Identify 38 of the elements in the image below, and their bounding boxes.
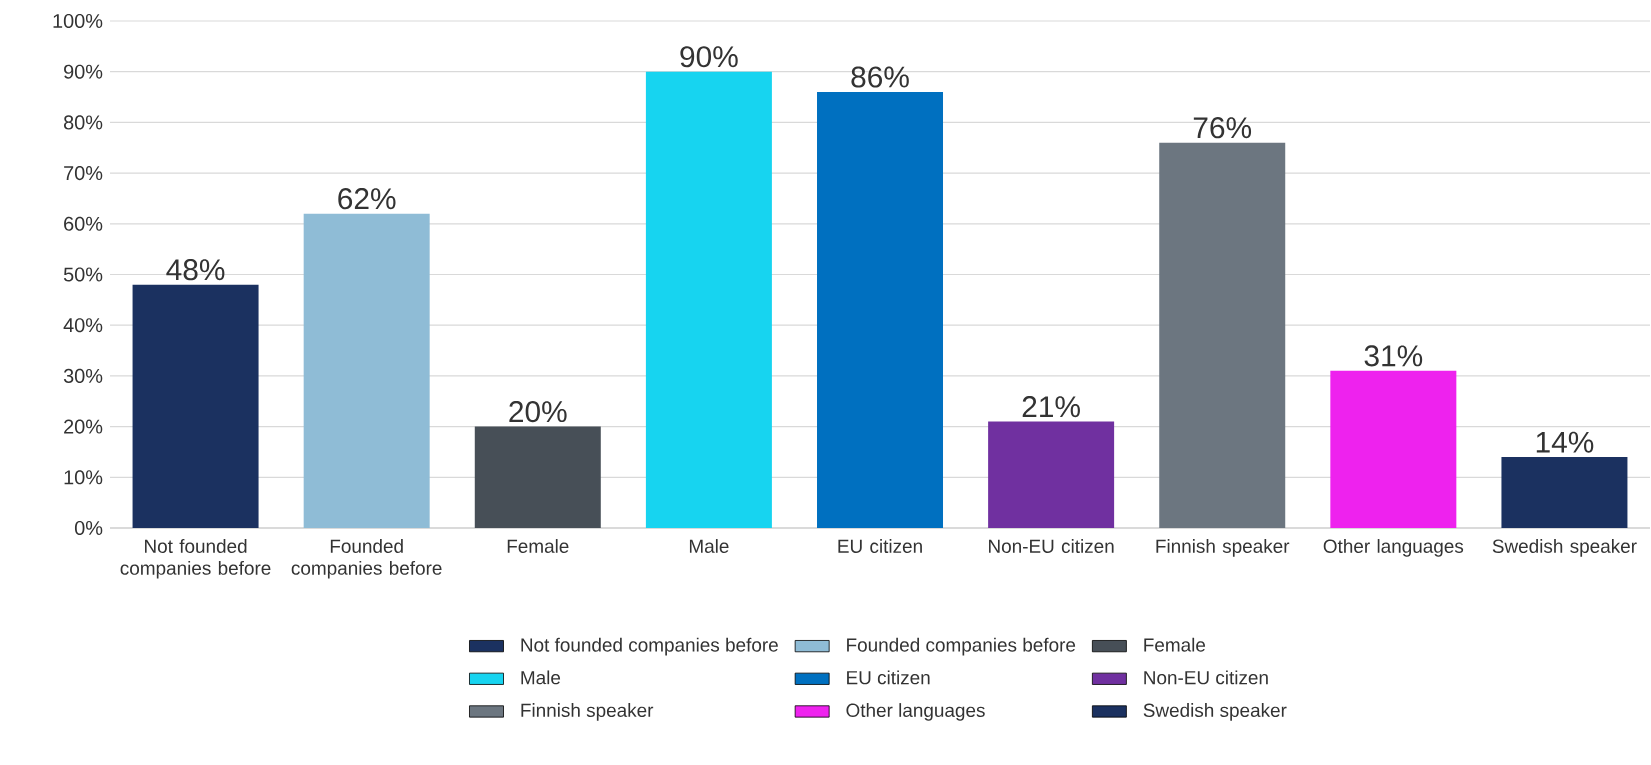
y-tick-label: 20%: [64, 419, 103, 434]
data-label: 20%: [509, 401, 567, 423]
legend-label: Female: [1144, 637, 1206, 652]
x-tick-label: Other languages: [1323, 539, 1464, 557]
data-label: 21%: [1022, 396, 1080, 418]
x-tick-label: Swedish speaker: [1492, 539, 1637, 557]
legend-label: Founded companies before: [847, 637, 1076, 656]
y-tick-label: 0%: [74, 520, 103, 536]
legend-label: Not founded companies before: [521, 637, 778, 656]
y-tick-label: 70%: [64, 166, 103, 181]
data-label: 31%: [1364, 345, 1423, 367]
legend-label: Swedish speaker: [1143, 703, 1287, 721]
y-tick-label: 30%: [63, 368, 103, 383]
x-tick-label: Not founded companies before: [120, 539, 271, 579]
data-label: 48%: [166, 259, 225, 281]
x-tick-label: Female: [507, 539, 569, 553]
x-tick-label: Male: [689, 539, 729, 553]
legend-label: EU citizen: [847, 670, 930, 685]
data-label: 90%: [680, 46, 738, 68]
legend-label: Male: [521, 670, 561, 685]
y-tick-label: 10%: [64, 470, 103, 485]
x-tick-label: Finnish speaker: [1156, 539, 1290, 557]
x-tick-label: Non-EU citizen: [989, 539, 1114, 553]
data-label: 14%: [1536, 431, 1594, 453]
y-tick-label: 100%: [53, 13, 103, 29]
x-tick-label: Founded companies before: [291, 539, 442, 579]
legend-label: Non-EU citizen: [1144, 670, 1268, 685]
data-label: 86%: [851, 66, 909, 88]
x-tick-label: EU citizen: [838, 539, 922, 553]
y-tick-label: 90%: [64, 64, 103, 79]
y-tick-label: 80%: [63, 115, 103, 130]
legend-label: Other languages: [846, 703, 985, 721]
y-tick-label: 50%: [63, 267, 103, 282]
y-tick-label: 60%: [64, 216, 103, 231]
legend-label: Finnish speaker: [521, 703, 654, 721]
data-label: 62%: [338, 188, 396, 210]
data-label: 76%: [1193, 117, 1252, 139]
y-tick-label: 40%: [63, 318, 103, 333]
